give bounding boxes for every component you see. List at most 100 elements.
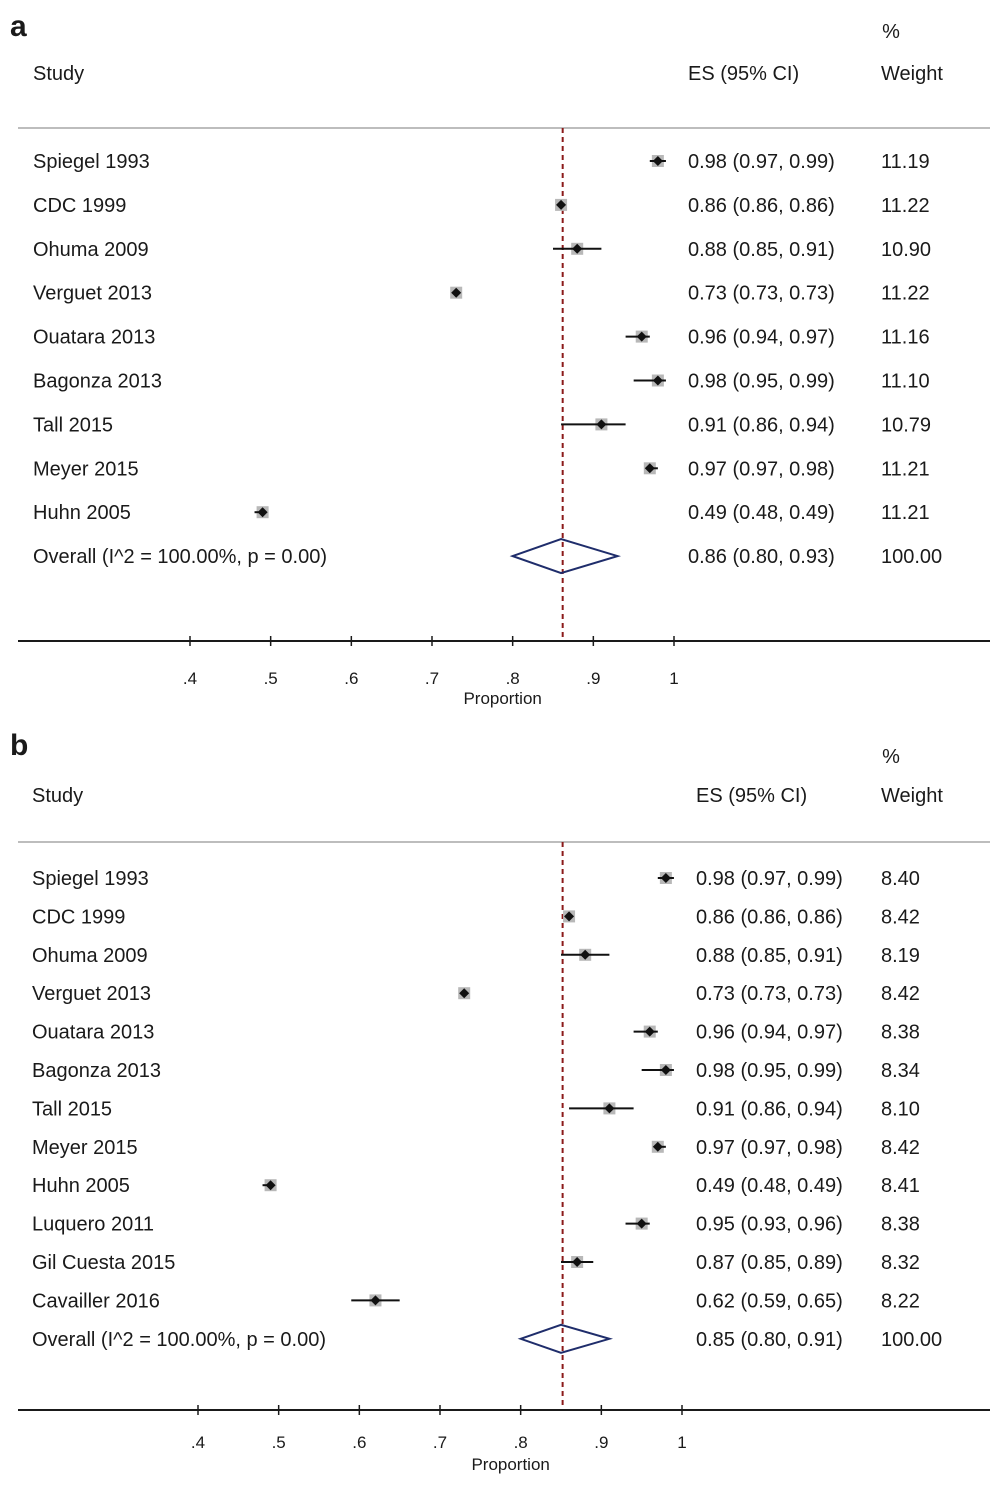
panel-a: a % Study ES (95% CI) Weight Spiegel 1993 0.98…: [10, 10, 990, 708]
overall-label: Overall (I^2 = 100.00%, p = 0.00): [33, 546, 327, 568]
study-weight: 8.38: [881, 1214, 920, 1236]
study-weight: 8.41: [881, 1175, 920, 1197]
x-tick-label: .5: [272, 1433, 286, 1452]
x-tick-label: .4: [183, 669, 197, 688]
study-es-ci: 0.98 (0.95, 0.99): [688, 371, 835, 393]
x-tick-label: .7: [425, 669, 439, 688]
study-name: Huhn 2005: [32, 1175, 130, 1197]
study-point-marker: [660, 873, 671, 883]
study-column-header: Study: [32, 785, 83, 807]
study-name: Ohuma 2009: [33, 239, 149, 261]
x-tick-label: .4: [191, 1433, 205, 1452]
study-name: Tall 2015: [32, 1098, 112, 1120]
es-column-header: ES (95% CI): [688, 63, 799, 85]
study-name: Verguet 2013: [32, 983, 151, 1005]
study-es-ci: 0.95 (0.93, 0.96): [696, 1214, 843, 1236]
study-point-marker: [556, 199, 567, 210]
study-point-marker: [652, 156, 663, 166]
study-weight: 8.42: [881, 906, 920, 928]
study-point-marker: [636, 331, 647, 342]
study-point-marker: [636, 1218, 647, 1229]
study-es-ci: 0.91 (0.86, 0.94): [696, 1098, 843, 1120]
study-es-ci: 0.96 (0.94, 0.97): [688, 327, 835, 349]
study-weight: 11.21: [881, 502, 930, 524]
study-es-ci: 0.86 (0.86, 0.86): [688, 195, 835, 217]
study-point-marker: [459, 988, 470, 999]
study-es-ci: 0.98 (0.95, 0.99): [696, 1060, 843, 1082]
study-es-ci: 0.96 (0.94, 0.97): [696, 1022, 843, 1044]
study-weight: 8.19: [881, 945, 920, 967]
study-point-marker: [257, 507, 268, 518]
x-axis-title: Proportion: [471, 1455, 549, 1474]
study-name: Bagonza 2013: [32, 1060, 161, 1082]
study-point-marker: [604, 1103, 615, 1114]
es-column-header: ES (95% CI): [696, 785, 807, 807]
study-point-marker: [652, 375, 663, 386]
study-weight: 11.21: [881, 458, 930, 480]
weight-column-header: Weight: [881, 785, 943, 807]
study-es-ci: 0.86 (0.86, 0.86): [696, 906, 843, 928]
study-weight: 10.79: [881, 414, 931, 436]
study-es-ci: 0.91 (0.86, 0.94): [688, 414, 835, 436]
study-name: Luquero 2011: [32, 1214, 154, 1236]
x-tick-label: .6: [344, 669, 358, 688]
study-point-marker: [660, 1065, 671, 1075]
study-name: CDC 1999: [33, 195, 126, 217]
study-point-marker: [370, 1295, 381, 1306]
study-name: CDC 1999: [32, 906, 125, 928]
overall-weight: 100.00: [881, 546, 942, 568]
study-name: Tall 2015: [33, 414, 113, 436]
study-point-marker: [580, 949, 591, 960]
study-name: Cavailler 2016: [32, 1290, 160, 1312]
study-weight: 10.90: [881, 239, 931, 261]
x-tick-label: .9: [594, 1433, 608, 1452]
study-point-marker: [564, 911, 575, 922]
panel-letter: a: [10, 10, 27, 43]
study-point-marker: [572, 243, 583, 254]
weight-column-header: Weight: [881, 63, 943, 85]
x-tick-label: .7: [433, 1433, 447, 1452]
study-name: Spiegel 1993: [32, 868, 149, 890]
study-es-ci: 0.88 (0.85, 0.91): [696, 945, 843, 967]
study-weight: 8.38: [881, 1022, 920, 1044]
study-weight: 11.10: [881, 371, 930, 393]
study-point-marker: [572, 1257, 583, 1267]
study-es-ci: 0.88 (0.85, 0.91): [688, 239, 835, 261]
weight-percent-header: %: [882, 746, 900, 768]
panel-letter: b: [10, 729, 28, 762]
overall-weight: 100.00: [881, 1329, 942, 1351]
study-name: Ohuma 2009: [32, 945, 148, 967]
overall-diamond: [517, 1323, 613, 1354]
study-point-marker: [652, 1141, 663, 1152]
study-point-marker: [644, 463, 655, 474]
study-es-ci: 0.98 (0.97, 0.99): [696, 868, 843, 890]
overall-es-ci: 0.86 (0.80, 0.93): [688, 546, 835, 568]
study-es-ci: 0.98 (0.97, 0.99): [688, 151, 835, 173]
study-name: Meyer 2015: [32, 1137, 138, 1159]
study-es-ci: 0.49 (0.48, 0.49): [688, 502, 835, 524]
x-tick-label: 1: [669, 669, 678, 688]
study-weight: 8.42: [881, 983, 920, 1005]
study-weight: 8.34: [881, 1060, 920, 1082]
study-name: Huhn 2005: [33, 502, 131, 524]
study-point-marker: [596, 419, 607, 430]
x-axis-title: Proportion: [463, 689, 541, 708]
study-es-ci: 0.49 (0.48, 0.49): [696, 1175, 843, 1197]
x-tick-label: .6: [352, 1433, 366, 1452]
study-name: Ouatara 2013: [33, 327, 155, 349]
study-weight: 8.42: [881, 1137, 920, 1159]
study-name: Spiegel 1993: [33, 151, 150, 173]
study-es-ci: 0.87 (0.85, 0.89): [696, 1252, 843, 1274]
study-es-ci: 0.73 (0.73, 0.73): [696, 983, 843, 1005]
study-point-marker: [644, 1026, 655, 1037]
study-weight: 11.22: [881, 283, 930, 305]
study-name: Verguet 2013: [33, 283, 152, 305]
study-weight: 11.19: [881, 151, 930, 173]
overall-es-ci: 0.85 (0.80, 0.91): [696, 1329, 843, 1351]
x-tick-label: 1: [677, 1433, 686, 1452]
study-name: Gil Cuesta 2015: [32, 1252, 175, 1274]
study-weight: 8.10: [881, 1098, 920, 1120]
study-es-ci: 0.62 (0.59, 0.65): [696, 1290, 843, 1312]
x-tick-label: .5: [264, 669, 278, 688]
